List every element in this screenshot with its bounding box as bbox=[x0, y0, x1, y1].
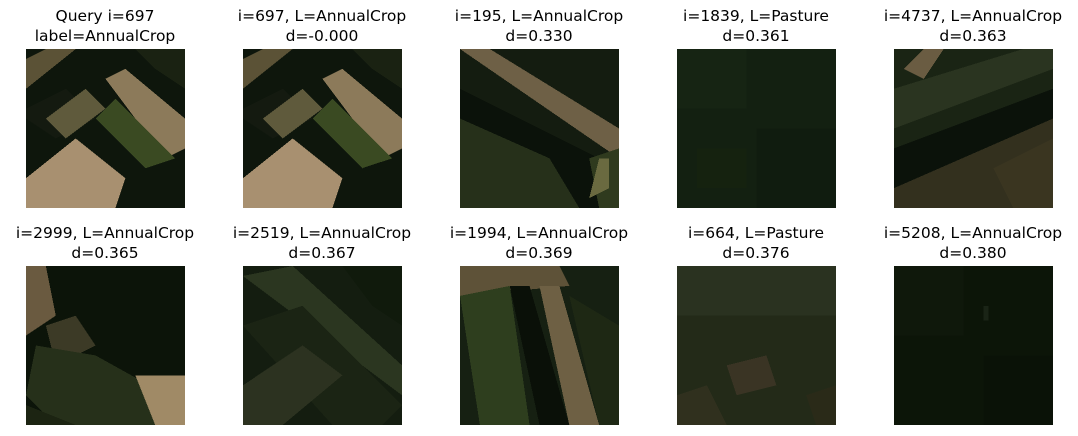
match-6-field-patch bbox=[243, 266, 402, 425]
neighbor-panel: i=4737, L=AnnualCrop d=0.363 bbox=[873, 6, 1073, 216]
panel-title-line1: i=2519, L=AnnualCrop bbox=[232, 224, 412, 242]
panel-title: i=5208, L=AnnualCrop d=0.380 bbox=[873, 223, 1073, 263]
neighbor-panel: i=2519, L=AnnualCrop d=0.367 bbox=[222, 223, 422, 433]
panel-title-line2: d=0.376 bbox=[722, 244, 790, 262]
match-7-field-patch bbox=[460, 266, 619, 425]
panel-title: i=4737, L=AnnualCrop d=0.363 bbox=[873, 6, 1073, 46]
neighbor-panel: i=195, L=AnnualCrop d=0.330 bbox=[439, 6, 639, 216]
panel-title-line2: d=0.363 bbox=[939, 27, 1007, 45]
panel-title: i=1839, L=Pasture d=0.361 bbox=[656, 6, 856, 46]
neighbor-panel: i=5208, L=AnnualCrop d=0.380 bbox=[873, 223, 1073, 433]
panel-title-line2: d=0.330 bbox=[505, 27, 573, 45]
match-2-field-patch bbox=[460, 49, 619, 208]
match-4-field-patch bbox=[894, 49, 1053, 208]
panel-title: i=697, L=AnnualCrop d=-0.000 bbox=[222, 6, 422, 46]
panel-title-line1: i=664, L=Pasture bbox=[687, 224, 825, 242]
neighbor-panel: i=697, L=AnnualCrop d=-0.000 bbox=[222, 6, 422, 216]
panel-title-line1: i=4737, L=AnnualCrop bbox=[883, 7, 1063, 25]
panel-title-line1: i=697, L=AnnualCrop bbox=[237, 7, 407, 25]
panel-title: i=195, L=AnnualCrop d=0.330 bbox=[439, 6, 639, 46]
neighbor-panel: i=664, L=Pasture d=0.376 bbox=[656, 223, 856, 433]
panel-title: i=2519, L=AnnualCrop d=0.367 bbox=[222, 223, 422, 263]
panel-title-line1: i=195, L=AnnualCrop bbox=[454, 7, 624, 25]
neighbor-panel: i=2999, L=AnnualCrop d=0.365 bbox=[5, 223, 205, 433]
panel-title: i=1994, L=AnnualCrop d=0.369 bbox=[439, 223, 639, 263]
panel-title-line2: d=-0.000 bbox=[285, 27, 359, 45]
panel-title-line1: i=1994, L=AnnualCrop bbox=[449, 224, 629, 242]
match-1-field-patch bbox=[243, 49, 402, 208]
panel-title-line2: d=0.361 bbox=[722, 27, 790, 45]
panel-title-line1: i=5208, L=AnnualCrop bbox=[883, 224, 1063, 242]
panel-title-line2: d=0.365 bbox=[71, 244, 139, 262]
neighbor-panel: i=1839, L=Pasture d=0.361 bbox=[656, 6, 856, 216]
panel-title-line1: i=1839, L=Pasture bbox=[683, 7, 829, 25]
panel-title: i=664, L=Pasture d=0.376 bbox=[656, 223, 856, 263]
panel-title: i=2999, L=AnnualCrop d=0.365 bbox=[5, 223, 205, 263]
panel-title-line1: i=2999, L=AnnualCrop bbox=[15, 224, 195, 242]
panel-title-line2: d=0.369 bbox=[505, 244, 573, 262]
panel-title-line2: d=0.380 bbox=[939, 244, 1007, 262]
match-8-field-patch bbox=[677, 266, 836, 425]
panel-title-line2: label=AnnualCrop bbox=[34, 27, 176, 45]
match-9-field-patch bbox=[894, 266, 1053, 425]
query-panel: Query i=697 label=AnnualCrop bbox=[5, 6, 205, 216]
neighbor-panel: i=1994, L=AnnualCrop d=0.369 bbox=[439, 223, 639, 433]
panel-title: Query i=697 label=AnnualCrop bbox=[5, 6, 205, 46]
match-5-field-patch bbox=[26, 266, 185, 425]
panel-title-line2: d=0.367 bbox=[288, 244, 356, 262]
panel-title-line1: Query i=697 bbox=[55, 7, 155, 25]
match-3-field-patch bbox=[677, 49, 836, 208]
query-field-patch bbox=[26, 49, 185, 208]
